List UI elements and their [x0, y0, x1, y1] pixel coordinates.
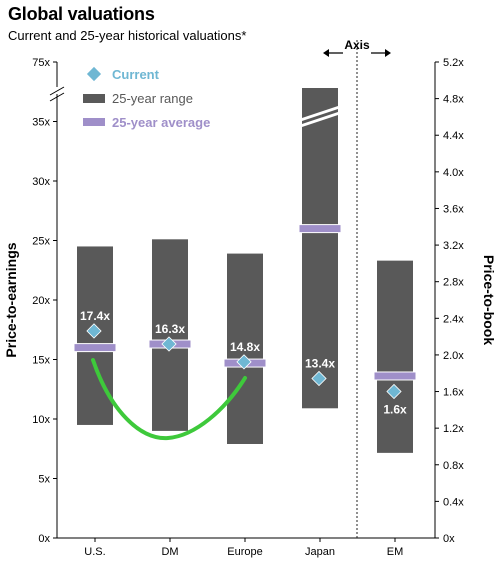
right-tick-label: 5.2x [443, 57, 464, 69]
left-tick-label: 10x [32, 414, 50, 426]
range-bar [227, 253, 263, 444]
left-tick-label: 0x [38, 533, 50, 545]
legend-current-label: Current [112, 67, 160, 82]
right-tick-label: 1.2x [443, 423, 464, 435]
right-tick-label: 0x [443, 533, 455, 545]
legend-range-swatch [83, 94, 105, 103]
current-value-label: 1.6x [383, 403, 407, 417]
category-label: U.S. [84, 546, 105, 558]
right-tick-label: 0.4x [443, 496, 464, 508]
legend-average-swatch [83, 118, 105, 126]
left-axis-title: Price-to-earnings [3, 242, 19, 357]
current-value-label: 16.3x [155, 322, 185, 336]
left-tick-label: 5x [38, 474, 50, 486]
legend-range-label: 25-year range [112, 91, 193, 106]
chart-title: Global valuations [8, 4, 155, 24]
left-tick-label: 20x [32, 295, 50, 307]
left-tick-label: 25x [32, 236, 50, 248]
average-marker [373, 371, 417, 381]
category-label: Europe [227, 546, 262, 558]
current-value-label: 17.4x [80, 309, 110, 323]
current-marker [311, 370, 327, 387]
axis-break-mark [49, 86, 65, 96]
left-tick-label: 35x [32, 117, 50, 129]
right-tick-label: 3.6x [443, 203, 464, 215]
bars-layer [77, 88, 413, 453]
range-bar [152, 239, 188, 431]
current-value-label: 13.4x [305, 357, 335, 371]
annotation-curve [91, 358, 247, 441]
right-tick-label: 2.0x [443, 350, 464, 362]
legend: Current 25-year range 25-year average [83, 66, 210, 130]
marks-layer: 17.4x 16.3x 14.8x 13.4x 1.6x [73, 224, 417, 441]
left-break-tick-label: 75x [32, 57, 50, 69]
right-tick-label: 4.8x [443, 94, 464, 106]
right-tick-label: 1.6x [443, 387, 464, 399]
category-label: Japan [305, 546, 335, 558]
right-tick-label: 0.8x [443, 460, 464, 472]
right-axis-title: Price-to-book [481, 255, 497, 345]
axis-arrow-left-head [323, 49, 329, 57]
range-bar-break [302, 112, 338, 127]
range-bar-break [302, 106, 338, 121]
left-tick-label: 15x [32, 355, 50, 367]
axes-layer: 0x 5x 10x 15x 20x 25x 30x 35x 75x 0x 0.4x 0.8x 1.2x 1… [3, 38, 497, 558]
average-marker [73, 343, 117, 353]
current-marker [86, 323, 102, 339]
current-value-label: 14.8x [230, 340, 260, 354]
right-tick-label: 4.4x [443, 130, 464, 142]
right-tick-label: 4.0x [443, 167, 464, 179]
current-marker [386, 383, 402, 400]
right-tick-label: 3.2x [443, 240, 464, 252]
axis-break-mark [49, 92, 65, 102]
axis-arrow-right-head [385, 49, 391, 57]
current-marker [161, 336, 177, 352]
left-tick-label: 30x [32, 176, 50, 188]
axis-divider-label: Axis [344, 38, 370, 52]
average-marker [298, 224, 342, 234]
right-tick-label: 2.8x [443, 277, 464, 289]
range-bar [302, 88, 338, 409]
legend-average-label: 25-year average [112, 115, 210, 130]
category-label: EM [387, 546, 404, 558]
category-label: DM [161, 546, 178, 558]
legend-current-swatch [86, 66, 102, 82]
current-marker [236, 354, 252, 370]
range-bar [377, 260, 413, 453]
right-tick-label: 2.4x [443, 313, 464, 325]
chart-subtitle: Current and 25-year historical valuation… [8, 28, 247, 43]
